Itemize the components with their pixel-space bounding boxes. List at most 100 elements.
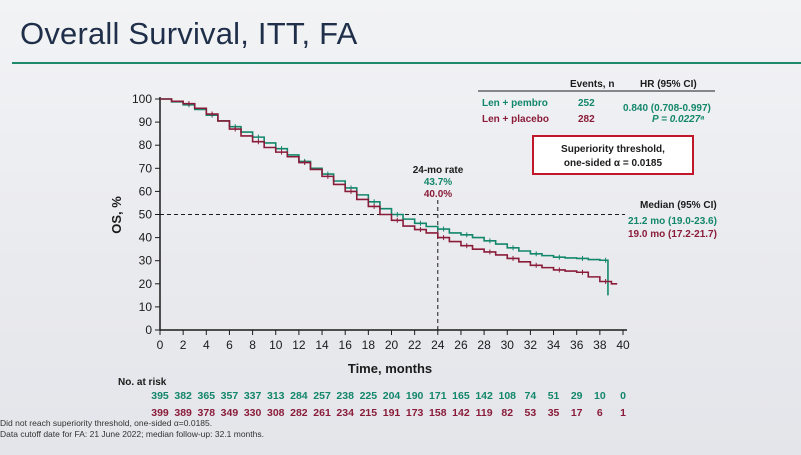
- footnotes: Did not reach superiority threshold, one…: [0, 418, 264, 440]
- legend-label-pembro: Len + pembro: [482, 98, 548, 109]
- y-tick-label: 100: [132, 92, 152, 106]
- slide-title: Overall Survival, ITT, FA: [20, 16, 358, 51]
- x-tick-label: 36: [570, 338, 584, 352]
- legend-hr-value: 0.840 (0.708-0.997): [623, 103, 711, 114]
- at-risk-placebo: 191: [383, 407, 401, 419]
- at-risk-pembro: 337: [244, 390, 262, 402]
- x-tick-label: 2: [180, 338, 187, 352]
- at-risk-pembro: 51: [548, 390, 560, 402]
- y-tick-label: 0: [145, 323, 152, 337]
- at-risk-pembro: 257: [313, 390, 331, 402]
- threshold-line-1: Superiority threshold,: [561, 144, 665, 155]
- at-risk-pembro: 204: [383, 390, 401, 402]
- x-tick-label: 16: [339, 338, 353, 352]
- x-tick-label: 12: [292, 338, 306, 352]
- at-risk-pembro: 357: [221, 390, 239, 402]
- legend-events-placebo: 282: [578, 114, 595, 125]
- at-risk-placebo: 1: [620, 407, 626, 419]
- median-pembro: 21.2 mo (19.0-23.6): [628, 216, 717, 227]
- x-tick-label: 26: [454, 338, 468, 352]
- at-risk-placebo: 82: [501, 407, 513, 419]
- at-risk-placebo: 330: [244, 407, 262, 419]
- legend-header-events: Events, n: [570, 79, 614, 90]
- legend-p-value: P = 0.0227ᵃ: [652, 114, 704, 125]
- rate-24mo-placebo: 40.0%: [424, 189, 452, 200]
- threshold-line-2: one-sided α = 0.0185: [564, 158, 663, 169]
- at-risk-pembro: 238: [336, 390, 354, 402]
- at-risk-placebo: 173: [406, 407, 424, 419]
- x-axis-title: Time, months: [348, 361, 432, 376]
- at-risk-table: No. at risk 395 382 365 357 337 313 284 257 238 2…: [118, 377, 626, 419]
- at-risk-placebo: 142: [452, 407, 470, 419]
- x-tick-label: 6: [226, 338, 233, 352]
- y-tick-label: 10: [139, 300, 153, 314]
- y-tick-label: 30: [139, 254, 153, 268]
- at-risk-pembro: 395: [151, 390, 169, 402]
- at-risk-pembro: 171: [429, 390, 447, 402]
- x-tick-label: 4: [203, 338, 210, 352]
- x-tick-label: 0: [157, 338, 164, 352]
- pembro-survival-curve: [160, 98, 609, 296]
- legend-table: Events, n HR (95% CI) Len + pembro 252 L…: [478, 79, 715, 125]
- x-tick-label: 8: [249, 338, 256, 352]
- y-axis-title: OS, %: [109, 196, 124, 234]
- y-tick-label: 60: [139, 184, 153, 198]
- y-tick-label: 50: [139, 208, 153, 222]
- chart-axes: 0 2 4 6 8 10 12 14 16 18 20 22 24 26 28 30 32 34 36 38 40010…: [132, 92, 630, 352]
- at-risk-placebo: 6: [597, 407, 603, 419]
- at-risk-placebo: 215: [360, 407, 378, 419]
- median-annotation: Median (95% CI) 21.2 mo (19.0-23.6) 19.0…: [628, 200, 717, 240]
- x-tick-label: 30: [501, 338, 515, 352]
- at-risk-placebo: 399: [151, 407, 169, 419]
- at-risk-placebo: 282: [290, 407, 308, 419]
- legend-events-pembro: 252: [578, 98, 595, 109]
- at-risk-placebo: 389: [174, 407, 192, 419]
- at-risk-placebo: 17: [571, 407, 583, 419]
- y-tick-label: 70: [139, 161, 153, 175]
- rate-24mo-pembro: 43.7%: [424, 177, 452, 188]
- x-tick-label: 32: [524, 338, 538, 352]
- x-tick-label: 10: [269, 338, 283, 352]
- at-risk-placebo: 378: [198, 407, 216, 419]
- x-tick-label: 24: [431, 338, 445, 352]
- rate-24mo-annotation: 24-mo rate 43.7% 40.0%: [413, 165, 464, 200]
- at-risk-placebo: 308: [267, 407, 285, 419]
- footnote-line-1: Did not reach superiority threshold, one…: [0, 418, 213, 428]
- at-risk-placebo: 234: [336, 407, 354, 419]
- placebo-survival-curve: [160, 98, 618, 285]
- at-risk-pembro: 365: [198, 390, 216, 402]
- x-tick-label: 34: [547, 338, 561, 352]
- at-risk-placebo: 119: [476, 407, 493, 419]
- at-risk-placebo: 158: [429, 407, 447, 419]
- x-tick-label: 40: [616, 338, 630, 352]
- rate-24mo-title: 24-mo rate: [413, 165, 464, 176]
- median-title: Median (95% CI): [640, 200, 717, 211]
- y-tick-label: 20: [139, 277, 153, 291]
- at-risk-pembro: 313: [267, 390, 285, 402]
- at-risk-pembro: 74: [525, 390, 537, 402]
- at-risk-placebo: 53: [525, 407, 537, 419]
- x-tick-label: 14: [315, 338, 329, 352]
- superiority-threshold-box: Superiority threshold, one-sided α = 0.0…: [532, 135, 694, 175]
- title-rule: [12, 62, 801, 64]
- at-risk-placebo: 349: [221, 407, 239, 419]
- at-risk-pembro: 382: [174, 390, 192, 402]
- x-tick-label: 20: [385, 338, 399, 352]
- footnote-line-2: Data cutoff date for FA: 21 June 2022; m…: [0, 429, 264, 439]
- at-risk-pembro: 29: [571, 390, 583, 402]
- at-risk-pembro: 142: [475, 390, 493, 402]
- at-risk-title: No. at risk: [118, 377, 167, 388]
- at-risk-pembro: 284: [290, 390, 308, 402]
- at-risk-placebo: 261: [313, 407, 331, 419]
- at-risk-pembro: 108: [498, 390, 516, 402]
- x-tick-label: 22: [408, 338, 422, 352]
- y-tick-label: 40: [139, 231, 153, 245]
- at-risk-pembro: 225: [360, 390, 378, 402]
- at-risk-pembro: 10: [594, 390, 606, 402]
- y-tick-label: 80: [139, 138, 153, 152]
- chart-curves: [160, 98, 618, 296]
- x-tick-label: 38: [593, 338, 607, 352]
- at-risk-pembro: 165: [452, 390, 470, 402]
- x-tick-label: 28: [477, 338, 491, 352]
